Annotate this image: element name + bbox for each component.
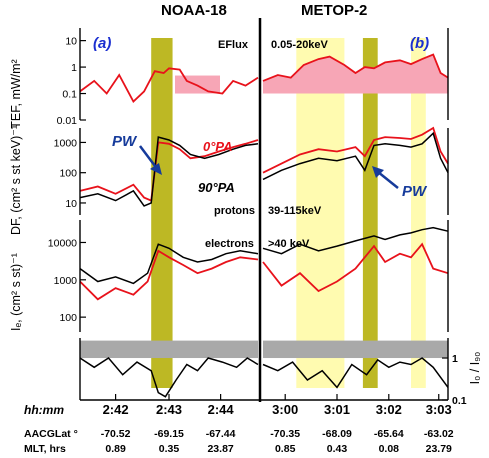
series-df-left-1 — [79, 136, 259, 207]
tick-layer: 10 1 0.1 0.01 1000 100 10 10000 1000 100 1 0.1 2:42 -… — [48, 36, 467, 455]
ytick-label-TEF-2: 0.1 — [62, 89, 77, 101]
ytick-label-Ie-2: 100 — [59, 312, 77, 324]
series-i0-i90-left-0 — [79, 357, 259, 398]
series-ie-left-1 — [79, 243, 259, 285]
pa0-label: 0°PA — [203, 139, 233, 154]
right-shade-pw-1 — [362, 38, 378, 388]
pw-label-left: PW — [112, 133, 138, 150]
aacglat-value-right-1: -68.09 — [322, 428, 352, 440]
xtick-label-right-3: 3:03 — [426, 402, 452, 417]
proton-energy-label: 39-115keV — [268, 205, 322, 217]
mlt-value-left-0: 0.89 — [105, 443, 126, 455]
right-shade-pale-2 — [411, 38, 426, 388]
pa90-label: 90°PA — [198, 180, 235, 195]
xtick-label-right-1: 3:01 — [324, 402, 350, 417]
mlt-value-left-2: 23.87 — [207, 443, 233, 455]
electrons-label: electrons — [205, 238, 254, 250]
df-axis-label: DF, (cm² s st keV)⁻¹ — [9, 125, 23, 235]
xtick-label-left-2: 2:44 — [208, 402, 235, 417]
ytick-label-TEF-3: 0.01 — [57, 115, 78, 127]
right-title: METOP-2 — [301, 2, 367, 19]
left-title: NOAA-18 — [161, 2, 227, 19]
xtick-label-right-2: 3:02 — [376, 402, 402, 417]
ytick-label-I0-I90-1: 0.1 — [452, 395, 467, 407]
ytick-label-I0-I90-0: 1 — [452, 353, 458, 365]
aacglat-value-right-0: -70.35 — [270, 428, 300, 440]
mlt-value-right-0: 0.85 — [275, 443, 296, 455]
panel-label-a: (a) — [93, 35, 111, 52]
series-tef-left-0 — [79, 67, 259, 103]
panel-label-b: (b) — [410, 35, 429, 52]
mlt-value-left-1: 0.35 — [159, 443, 180, 455]
series-i0-i90-right-0 — [262, 357, 449, 389]
mlt-value-right-3: 23.79 — [426, 443, 452, 455]
mlt-value-right-1: 0.43 — [327, 443, 348, 455]
ytick-label-DF-0: 1000 — [54, 137, 78, 149]
series-ie-right-1 — [262, 226, 449, 255]
tef-fill-left — [175, 75, 220, 94]
ytick-label-TEF-0: 10 — [65, 36, 77, 48]
xtick-label-left-1: 2:43 — [156, 402, 182, 417]
tef-axis-label: TEF, mW/m² — [9, 59, 23, 128]
xtick-label-right-0: 3:00 — [272, 402, 298, 417]
mlt-value-right-2: 0.08 — [379, 443, 400, 455]
panel-frames — [79, 18, 449, 402]
series-layer — [79, 53, 449, 398]
ratio-axis-label: I₀ / I₉₀ — [468, 352, 482, 385]
series-ie-left-0 — [79, 249, 259, 301]
time-row-label: hh:mm — [24, 403, 64, 417]
pw-arrowhead-left — [150, 163, 162, 175]
ytick-label-Ie-0: 10000 — [48, 237, 77, 249]
aacglat-value-left-1: -69.15 — [154, 428, 184, 440]
aacglat-value-right-2: -65.64 — [374, 428, 404, 440]
electron-energy-label: >40 keV — [268, 238, 310, 250]
pw-arrow-right — [377, 171, 399, 189]
eflux-label: EFlux — [218, 39, 249, 51]
right-shade-pale-0 — [296, 38, 345, 388]
series-ie-right-0 — [262, 242, 449, 293]
shaded-regions — [80, 38, 448, 388]
series-df-left-0 — [79, 139, 259, 202]
ytick-label-TEF-1: 1 — [71, 62, 77, 74]
energy-range-label: 0.05-20keV — [271, 39, 329, 51]
left-shade-pw-0 — [151, 38, 173, 388]
left-ratio-gray-band — [80, 340, 258, 359]
mlt-row-label: MLT, hrs — [24, 443, 66, 455]
ie-axis-label: Iₑ, (cm² s st)⁻¹ — [9, 253, 23, 331]
series-tef-right-0 — [262, 53, 449, 82]
right-ratio-gray-band — [263, 340, 448, 359]
ytick-label-Ie-1: 1000 — [54, 275, 78, 287]
ytick-label-DF-1: 100 — [59, 168, 77, 180]
series-df-right-0 — [262, 126, 449, 174]
pw-arrowhead-right — [372, 166, 384, 178]
xtick-label-left-0: 2:42 — [103, 402, 129, 417]
aacglat-row-label: AACGLat ° — [24, 428, 78, 440]
aacglat-value-right-3: -63.02 — [424, 428, 454, 440]
aacglat-value-left-0: -70.52 — [101, 428, 131, 440]
series-df-right-1 — [262, 131, 449, 181]
ytick-label-DF-2: 10 — [65, 198, 77, 210]
aacglat-value-left-2: -67.44 — [206, 428, 236, 440]
pw-label-right: PW — [402, 183, 428, 200]
protons-label: protons — [214, 205, 255, 217]
